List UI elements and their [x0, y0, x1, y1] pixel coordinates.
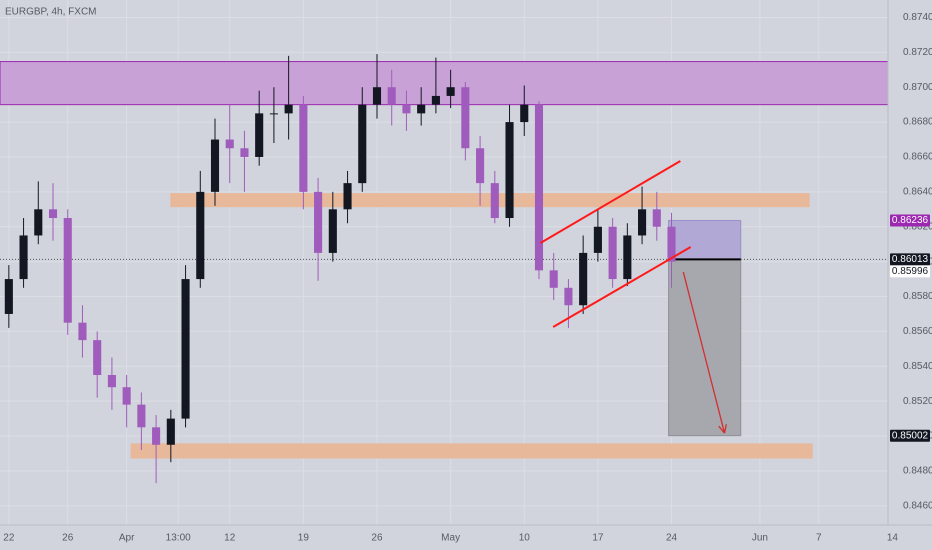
target-zone — [668, 258, 742, 437]
x-tick-label: 10 — [519, 533, 531, 544]
candle-body — [255, 113, 264, 157]
candle-body — [299, 104, 308, 192]
candle-body — [269, 113, 278, 115]
candle-body — [490, 183, 499, 219]
arrow-head — [718, 425, 726, 434]
candle-body — [358, 104, 367, 184]
price-label-bg — [890, 265, 930, 278]
chart-title: EURGBP, 4h, FXCM — [5, 7, 97, 18]
price-label-bg — [890, 429, 930, 442]
candle-body — [166, 418, 175, 445]
candle-body — [446, 87, 455, 96]
candle-body — [196, 191, 205, 280]
price-label-bg — [890, 214, 930, 227]
x-tick-label: 7 — [816, 533, 822, 544]
x-tick-label: 12 — [224, 533, 236, 544]
candle-body — [667, 226, 676, 262]
candle-body — [593, 226, 602, 253]
price-label-bg — [890, 253, 930, 266]
candle-body — [107, 375, 116, 388]
y-tick-label: 0.87400 — [903, 12, 932, 23]
candle-body — [225, 139, 234, 149]
candle-body — [122, 387, 131, 405]
candle-body — [579, 252, 588, 306]
x-tick-label: 26 — [62, 533, 74, 544]
candle-body — [608, 226, 617, 280]
candle-body — [34, 209, 43, 236]
candle-body — [402, 104, 411, 114]
zone — [0, 61, 889, 106]
x-tick-label: 19 — [298, 533, 310, 544]
grid — [0, 0, 888, 525]
candle-body — [417, 104, 426, 114]
candle-body — [623, 235, 632, 280]
candle-body — [78, 322, 87, 341]
candle-body — [314, 191, 323, 253]
candle-body — [137, 404, 146, 428]
x-tick-label: 24 — [666, 533, 678, 544]
candle-body — [431, 95, 440, 105]
x-tick-label: May — [441, 533, 460, 544]
candle-body — [328, 209, 337, 253]
candle-body — [284, 104, 293, 114]
candle-body — [461, 87, 470, 149]
candle-body — [564, 287, 573, 306]
x-tick-label: 22 — [3, 533, 15, 544]
zone — [170, 193, 810, 208]
x-tick-label: 14 — [887, 533, 899, 544]
candle-body — [534, 104, 544, 271]
trend-line — [539, 160, 681, 244]
x-tick-label: 26 — [371, 533, 383, 544]
candle-body — [4, 279, 13, 314]
x-tick-label: 17 — [592, 533, 604, 544]
candle-body — [240, 148, 249, 157]
price-label: 0.86013 — [892, 254, 929, 265]
candle-body — [387, 87, 396, 105]
axes: 0.846000.848000.850000.852000.854000.856… — [3, 12, 932, 544]
candle-body — [210, 139, 220, 192]
candle-body — [63, 218, 72, 323]
price-label: 0.85002 — [892, 430, 929, 441]
x-tick-label: Jun — [752, 533, 768, 544]
candle-body — [638, 209, 647, 236]
candle-body — [549, 270, 558, 288]
arrow-head — [723, 424, 727, 434]
x-tick-label: Apr — [119, 533, 135, 544]
price-label: 0.86236 — [892, 215, 929, 226]
trend-line — [552, 246, 692, 328]
zone — [130, 443, 813, 459]
candle-body — [520, 104, 529, 123]
candle-body — [19, 235, 28, 280]
candle-body — [343, 183, 352, 210]
candle-body — [652, 209, 661, 227]
x-tick-label: 13:00 — [166, 533, 191, 544]
candle-body — [476, 148, 485, 184]
arrow — [682, 271, 726, 434]
candle-body — [152, 427, 161, 445]
candle-body — [505, 122, 514, 219]
candle-body — [181, 279, 190, 419]
price-label: 0.85996 — [892, 266, 929, 277]
plot-area — [0, 54, 889, 484]
candle-body — [48, 209, 58, 219]
candle-body — [93, 340, 102, 375]
candle-body — [372, 87, 382, 105]
